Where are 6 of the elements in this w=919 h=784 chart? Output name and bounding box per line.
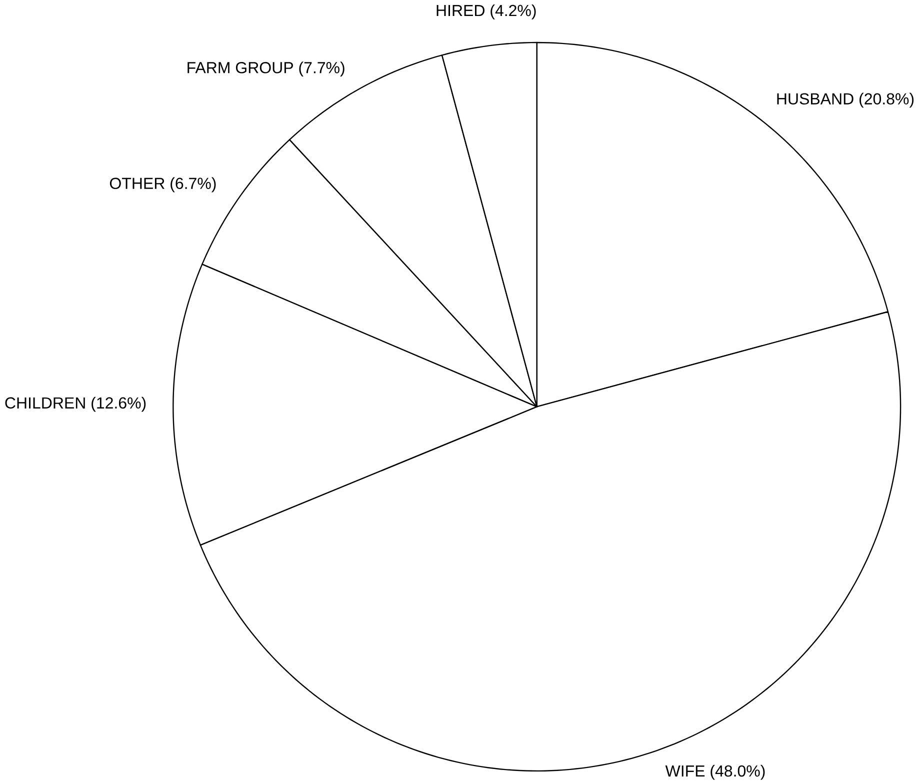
slice-label: WIFE (48.0%) — [665, 764, 765, 780]
slice-label: CHILDREN (12.6%) — [5, 396, 146, 412]
slice-label: HIRED (4.2%) — [436, 4, 536, 20]
slice-label: FARM GROUP (7.7%) — [188, 61, 344, 76]
slice-label: OTHER (6.7%) — [110, 177, 216, 192]
slice-label: HUSBAND (20.8%) — [777, 92, 914, 108]
